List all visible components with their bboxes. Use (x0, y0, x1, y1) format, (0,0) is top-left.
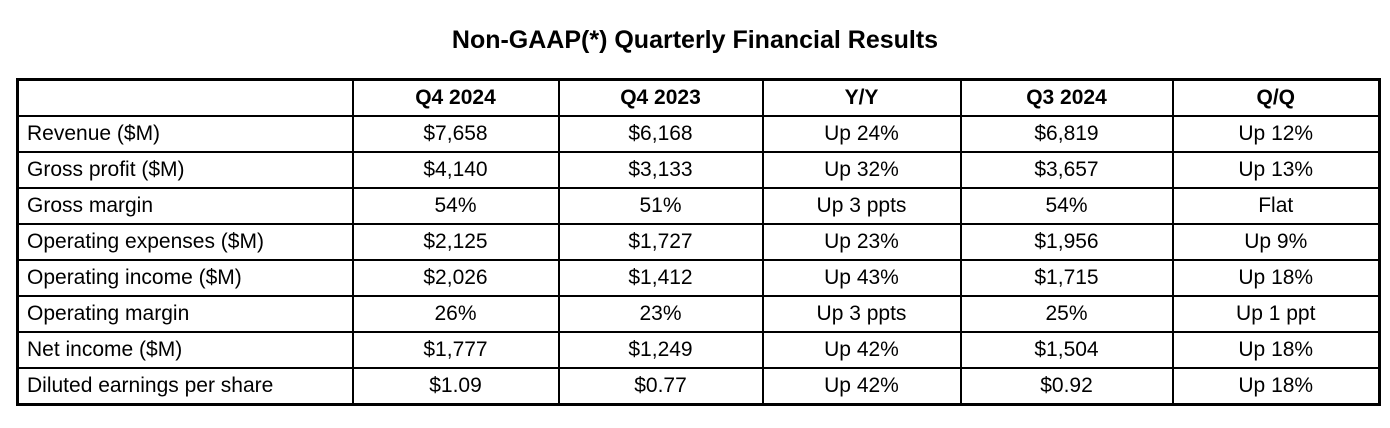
cell-q4-2023: $1,727 (557, 223, 764, 261)
cell-q3-2024: 25% (959, 295, 1174, 333)
cell-q4-2023: 23% (557, 295, 764, 333)
cell-q4-2024: 26% (351, 295, 560, 333)
cell-q4-2024: $1,777 (351, 331, 560, 369)
column-header-qq: Q/Q (1171, 78, 1381, 117)
table-row-revenue: Revenue ($M) $7,658 $6,168 Up 24% $6,819… (16, 115, 1381, 153)
cell-q4-2024: 54% (351, 187, 560, 225)
table-row-gross-margin: Gross margin 54% 51% Up 3 ppts 54% Flat (16, 187, 1381, 225)
table-row-net-income: Net income ($M) $1,777 $1,249 Up 42% $1,… (16, 331, 1381, 369)
cell-yy: Up 3 ppts (761, 187, 962, 225)
cell-yy: Up 23% (761, 223, 962, 261)
header-row: Q4 2024 Q4 2023 Y/Y Q3 2024 Q/Q (16, 78, 1381, 117)
column-header-yy: Y/Y (761, 78, 962, 117)
cell-q4-2023: $1,249 (557, 331, 764, 369)
cell-qq: Up 13% (1171, 151, 1381, 189)
cell-q4-2023: 51% (557, 187, 764, 225)
cell-qq: Up 18% (1171, 259, 1381, 297)
table-row-operating-margin: Operating margin 26% 23% Up 3 ppts 25% U… (16, 295, 1381, 333)
column-header-q4-2023: Q4 2023 (557, 78, 764, 117)
cell-q4-2023: $6,168 (557, 115, 764, 153)
row-label: Revenue ($M) (16, 115, 354, 153)
cell-q3-2024: $1,956 (959, 223, 1174, 261)
cell-q4-2023: $3,133 (557, 151, 764, 189)
cell-q4-2024: $1.09 (351, 367, 560, 406)
table-row-gross-profit: Gross profit ($M) $4,140 $3,133 Up 32% $… (16, 151, 1381, 189)
cell-q3-2024: 54% (959, 187, 1174, 225)
table-row-diluted-eps: Diluted earnings per share $1.09 $0.77 U… (16, 367, 1381, 406)
row-label: Operating expenses ($M) (16, 223, 354, 261)
cell-qq: Up 18% (1171, 367, 1381, 406)
cell-qq: Up 12% (1171, 115, 1381, 153)
cell-q3-2024: $1,504 (959, 331, 1174, 369)
cell-qq: Up 9% (1171, 223, 1381, 261)
cell-q4-2024: $4,140 (351, 151, 560, 189)
cell-q4-2024: $2,125 (351, 223, 560, 261)
cell-q4-2024: $7,658 (351, 115, 560, 153)
row-label: Gross profit ($M) (16, 151, 354, 189)
column-header-q4-2024: Q4 2024 (351, 78, 560, 117)
cell-yy: Up 42% (761, 331, 962, 369)
cell-q4-2023: $0.77 (557, 367, 764, 406)
column-header-blank (16, 78, 354, 117)
cell-yy: Up 3 ppts (761, 295, 962, 333)
cell-q4-2023: $1,412 (557, 259, 764, 297)
row-label: Operating income ($M) (16, 259, 354, 297)
cell-q3-2024: $6,819 (959, 115, 1174, 153)
row-label: Gross margin (16, 187, 354, 225)
financial-results-table: Q4 2024 Q4 2023 Y/Y Q3 2024 Q/Q Revenue … (16, 78, 1381, 406)
row-label: Net income ($M) (16, 331, 354, 369)
cell-q3-2024: $0.92 (959, 367, 1174, 406)
page-title: Non-GAAP(*) Quarterly Financial Results (451, 26, 939, 54)
cell-qq: Up 1 ppt (1171, 295, 1381, 333)
cell-qq: Up 18% (1171, 331, 1381, 369)
cell-qq: Flat (1171, 187, 1381, 225)
cell-yy: Up 42% (761, 367, 962, 406)
row-label: Operating margin (16, 295, 354, 333)
cell-yy: Up 24% (761, 115, 962, 153)
table-row-operating-expenses: Operating expenses ($M) $2,125 $1,727 Up… (16, 223, 1381, 261)
cell-yy: Up 32% (761, 151, 962, 189)
column-header-q3-2024: Q3 2024 (959, 78, 1174, 117)
row-label: Diluted earnings per share (16, 367, 354, 406)
cell-q3-2024: $1,715 (959, 259, 1174, 297)
cell-q3-2024: $3,657 (959, 151, 1174, 189)
table-row-operating-income: Operating income ($M) $2,026 $1,412 Up 4… (16, 259, 1381, 297)
cell-yy: Up 43% (761, 259, 962, 297)
cell-q4-2024: $2,026 (351, 259, 560, 297)
